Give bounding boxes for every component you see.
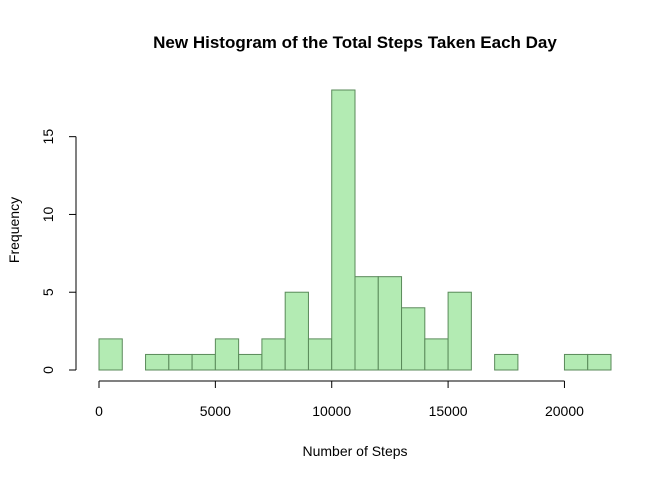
histogram-bar-17 bbox=[494, 353, 519, 371]
x-tick-label: 10000 bbox=[312, 403, 351, 419]
x-tick-label: 0 bbox=[95, 403, 103, 419]
histogram-bar-12 bbox=[377, 276, 403, 371]
x-tick-label: 15000 bbox=[429, 403, 468, 419]
bars-group bbox=[98, 89, 612, 371]
x-axis-label: Number of Steps bbox=[302, 443, 407, 459]
y-tick-label: 10 bbox=[40, 206, 56, 222]
histogram-bar-9 bbox=[307, 338, 333, 371]
y-tick-label: 0 bbox=[40, 366, 56, 374]
histogram-bar-0 bbox=[98, 338, 123, 371]
histogram-bar-6 bbox=[238, 353, 263, 371]
histogram-bar-20 bbox=[563, 353, 589, 371]
x-tick-label: 5000 bbox=[200, 403, 231, 419]
chart-title: New Histogram of the Total Steps Taken E… bbox=[153, 33, 557, 52]
histogram-bar-4 bbox=[191, 353, 216, 371]
y-tick-label: 5 bbox=[40, 288, 56, 296]
histogram-bar-21 bbox=[587, 353, 612, 371]
x-axis: 0 5000 10000 15000 20000 bbox=[95, 380, 584, 419]
histogram-bar-14 bbox=[424, 338, 449, 371]
histogram-bar-8 bbox=[284, 291, 309, 371]
histogram-bar-3 bbox=[168, 353, 193, 371]
histogram-bar-5 bbox=[214, 338, 240, 371]
histogram-bar-11 bbox=[354, 276, 379, 371]
histogram-bar-15 bbox=[447, 291, 472, 371]
histogram-bar-13 bbox=[401, 307, 426, 371]
y-tick-label: 15 bbox=[40, 129, 56, 145]
histogram-bar-10 bbox=[331, 89, 356, 371]
histogram-bar-7 bbox=[261, 338, 286, 371]
y-axis-label: Frequency bbox=[6, 197, 22, 263]
x-tick-label: 20000 bbox=[545, 403, 584, 419]
histogram-bar-2 bbox=[145, 353, 170, 371]
y-axis: 0 5 10 15 bbox=[40, 129, 77, 374]
